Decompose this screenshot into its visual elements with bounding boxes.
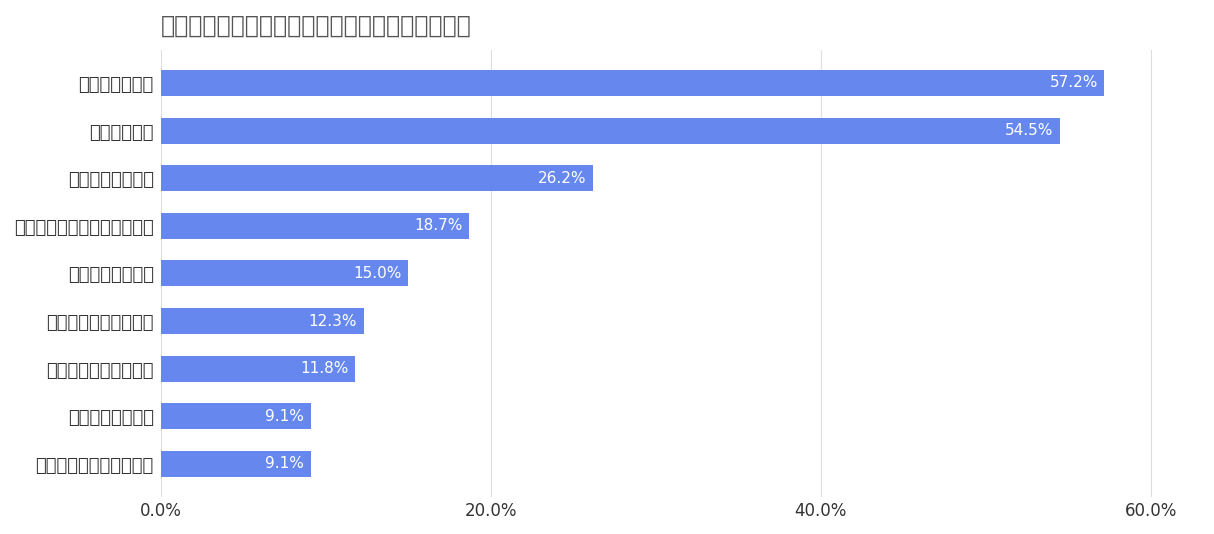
- Bar: [160, 356, 356, 382]
- Text: 12.3%: 12.3%: [308, 313, 357, 328]
- Text: 54.5%: 54.5%: [1005, 123, 1054, 138]
- Text: 18.7%: 18.7%: [414, 218, 463, 233]
- Bar: [160, 260, 408, 287]
- Text: 11.8%: 11.8%: [300, 361, 348, 376]
- Text: 26.2%: 26.2%: [538, 171, 586, 186]
- Text: 57.2%: 57.2%: [1049, 75, 1097, 90]
- Bar: [160, 70, 1105, 96]
- Bar: [160, 117, 1060, 144]
- Text: 15.0%: 15.0%: [353, 266, 402, 281]
- Text: 9.1%: 9.1%: [266, 457, 305, 472]
- Text: 不登校によって保護者に起きた変化（複数回答）: 不登校によって保護者に起きた変化（複数回答）: [160, 14, 471, 38]
- Text: 9.1%: 9.1%: [266, 409, 305, 423]
- Bar: [160, 165, 592, 191]
- Bar: [160, 403, 311, 429]
- Bar: [160, 213, 469, 239]
- Bar: [160, 308, 363, 334]
- Bar: [160, 451, 311, 477]
